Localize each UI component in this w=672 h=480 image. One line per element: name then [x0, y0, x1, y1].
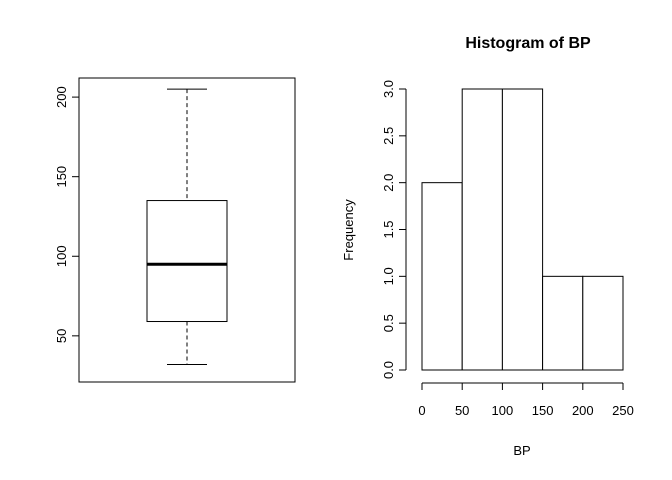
boxplot-y-axis: 50 100 150 200 [54, 86, 80, 343]
histogram-bar [501, 88, 544, 371]
histogram-x-tick-label: 50 [455, 403, 469, 418]
histogram-x-tick-label: 250 [612, 403, 634, 418]
histogram-y-tick-label: 2.0 [381, 174, 396, 192]
histogram-x-axis: 0 50 100 150 200 250 [418, 382, 634, 418]
histogram-x-tick-label: 100 [492, 403, 514, 418]
histogram-bar [542, 275, 584, 371]
histogram-y-tick-label: 0.0 [381, 361, 396, 379]
histogram-y-tick-label: 3.0 [381, 80, 396, 98]
histogram-panel: Histogram of BP 0.0 0.5 1.0 1.5 2.0 2.5 3.0 0 5… [341, 35, 634, 458]
histogram-y-label: Frequency [341, 199, 356, 261]
histogram-x-tick-label: 0 [418, 403, 425, 418]
histogram-y-tick-label: 2.5 [381, 127, 396, 145]
boxplot-marks [146, 88, 228, 365]
boxplot-y-tick-label: 150 [54, 166, 69, 188]
histogram-title: Histogram of BP [465, 35, 591, 52]
histogram-y-tick-label: 0.5 [381, 314, 396, 332]
histogram-y-tick-label: 1.0 [381, 267, 396, 285]
boxplot-panel: 50 100 150 200 [54, 77, 296, 383]
boxplot-y-tick-label: 100 [54, 245, 69, 267]
histogram-bar [421, 182, 463, 371]
histogram-x-label: BP [513, 443, 530, 458]
histogram-bars [421, 88, 624, 371]
boxplot-box [146, 200, 228, 323]
histogram-bar [582, 275, 624, 371]
histogram-y-axis: 0.0 0.5 1.0 1.5 2.0 2.5 3.0 [381, 80, 407, 379]
histogram-x-tick-label: 200 [572, 403, 594, 418]
histogram-x-tick-label: 150 [532, 403, 554, 418]
histogram-bar [461, 88, 503, 371]
histogram-y-tick-label: 1.5 [381, 220, 396, 238]
boxplot-y-tick-label: 200 [54, 86, 69, 108]
boxplot-y-tick-label: 50 [54, 329, 69, 343]
